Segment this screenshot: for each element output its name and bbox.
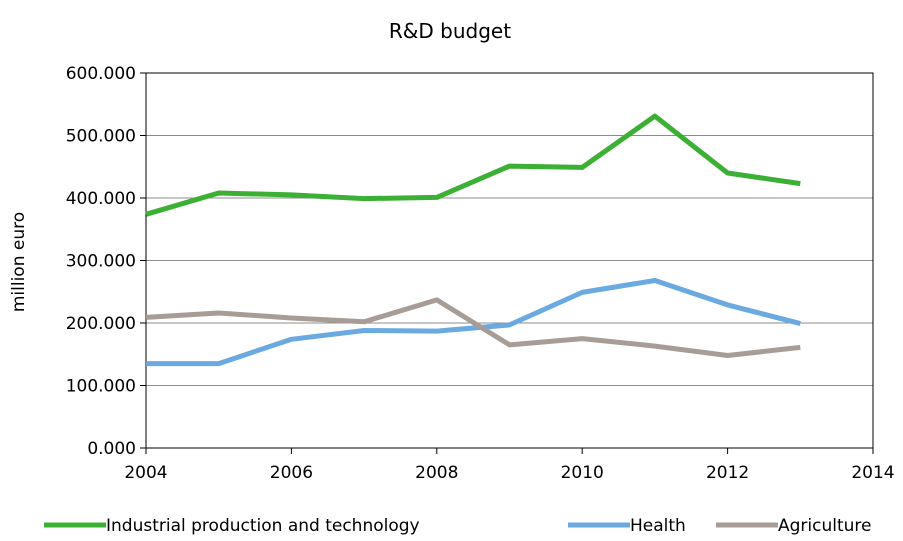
- x-tick-label: 2010: [561, 463, 604, 483]
- legend-label-0: Industrial production and technology: [106, 516, 420, 536]
- y-tick-label: 0.000: [87, 439, 136, 459]
- chart-title: R&D budget: [389, 19, 511, 43]
- y-tick-label: 100.000: [66, 377, 136, 397]
- x-axis-ticks: 2004 2006 2008 2010 2012 2014: [124, 448, 895, 483]
- x-tick-label: 2008: [415, 463, 458, 483]
- y-tick-label: 400.000: [66, 189, 136, 209]
- legend: Industrial production and technology Heal…: [44, 516, 872, 536]
- y-axis-label: million euro: [9, 212, 29, 312]
- y-tick-label: 600.000: [66, 64, 136, 84]
- series-line-1: [146, 278, 801, 367]
- y-axis-ticks: 0.000 100.000 200.000 300.000 400.000 500.000…: [66, 64, 146, 459]
- y-tick-label: 500.000: [66, 127, 136, 147]
- x-tick-label: 2006: [270, 463, 313, 483]
- y-tick-label: 300.000: [66, 252, 136, 272]
- legend-label-2: Agriculture: [778, 516, 872, 536]
- x-tick-label: 2004: [124, 463, 167, 483]
- y-tick-label: 200.000: [66, 314, 136, 334]
- series-line-0: [145, 113, 801, 217]
- x-tick-label: 2012: [706, 463, 749, 483]
- x-tick-label: 2014: [851, 463, 894, 483]
- series-lines: [145, 113, 801, 367]
- legend-label-1: Health: [630, 516, 686, 536]
- series-line-2: [145, 297, 801, 358]
